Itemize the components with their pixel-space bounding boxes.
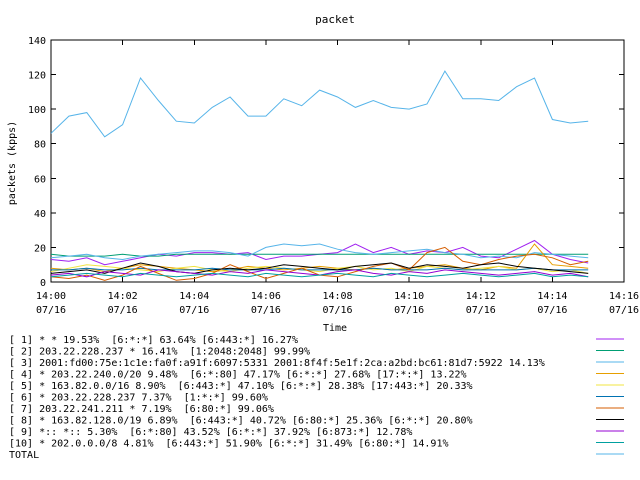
legend-label: [ 2] 203.22.228.237 * 16.41% [1:2048:204…: [9, 347, 310, 358]
x-tick-date-label: 07/16: [466, 305, 496, 316]
series-line-10: [50, 272, 589, 278]
plot-area: 0 20 40 60 80 100 120 140 14:00 07/16 14:02 07/16 14…: [28, 36, 639, 316]
x-tick-label: 14:06: [251, 291, 281, 302]
y-tick-label: 140: [28, 36, 46, 47]
series-line-8: [50, 262, 589, 274]
x-tick-date-label: 07/16: [36, 305, 66, 316]
x-tick-label: 14:12: [466, 291, 496, 302]
y-tick-label: 40: [34, 209, 46, 220]
series-line-5: [50, 264, 589, 274]
x-axis-label: Time: [323, 323, 347, 334]
legend: [ 1] * * 19.53% [6:*:*] 63.64% [6:443:*]…: [9, 335, 624, 461]
x-tick-date-label: 07/16: [179, 305, 209, 316]
legend-label: [10] * 202.0.0.0/8 4.81% [6:443:*] 51.90…: [9, 439, 449, 450]
x-tick-date-label: 07/16: [609, 305, 639, 316]
y-tick-label: 60: [34, 174, 46, 185]
x-tick-date-label: 07/16: [394, 305, 424, 316]
y-tick-label: 80: [34, 140, 46, 151]
y-tick-label: 0: [40, 278, 46, 289]
x-tick-label: 14:00: [36, 291, 66, 302]
chart-title: packet: [315, 13, 355, 26]
x-tick-date-label: 07/16: [537, 305, 567, 316]
legend-label: [ 4] * 203.22.240.0/20 9.48% [6:*:80] 47…: [9, 370, 467, 381]
x-tick-label: 14:16: [609, 291, 639, 302]
x-tick-label: 14:10: [394, 291, 424, 302]
x-tick-date-label: 07/16: [322, 305, 352, 316]
y-axis-label: packets (kpps): [7, 121, 18, 205]
series-line-2: [50, 253, 589, 257]
x-tick-label: 14:02: [108, 291, 138, 302]
y-tick-label: 20: [34, 243, 46, 254]
legend-label: [ 9] *:: *:: 5.30% [6:*:80] 43.52% [6:*:…: [9, 427, 412, 438]
legend-label: [ 1] * * 19.53% [6:*:*] 63.64% [6:443:*]…: [9, 335, 298, 346]
plot-frame: [50, 39, 625, 283]
y-tick-label: 100: [28, 105, 46, 116]
legend-label: TOTAL: [9, 450, 39, 461]
legend-label: [ 8] * 163.82.128.0/19 6.89% [6:443:*] 4…: [9, 416, 473, 427]
series-line-6: [51, 267, 589, 271]
x-tick-label: 14:14: [537, 291, 567, 302]
legend-label: [ 6] * 203.22.228.237 7.37% [1:*:*] 99.6…: [9, 393, 268, 404]
legend-label: [ 7] 203.22.241.211 * 7.19% [6:80:*] 99.…: [9, 404, 274, 415]
x-tick-date-label: 07/16: [108, 305, 138, 316]
legend-label: [ 5] * 163.82.0.0/16 8.90% [6:443:*] 47.…: [9, 381, 473, 392]
series-line-3: [50, 243, 589, 261]
x-tick-date-label: 07/16: [251, 305, 281, 316]
legend-label: [ 3] 2001:fd00:75e:1c1e:fa0f:a91f:6097:5…: [9, 358, 545, 369]
y-tick-label: 120: [28, 71, 46, 82]
series-line-11: [50, 70, 589, 138]
x-tick-label: 14:04: [179, 291, 209, 302]
x-tick-label: 14:08: [322, 291, 352, 302]
